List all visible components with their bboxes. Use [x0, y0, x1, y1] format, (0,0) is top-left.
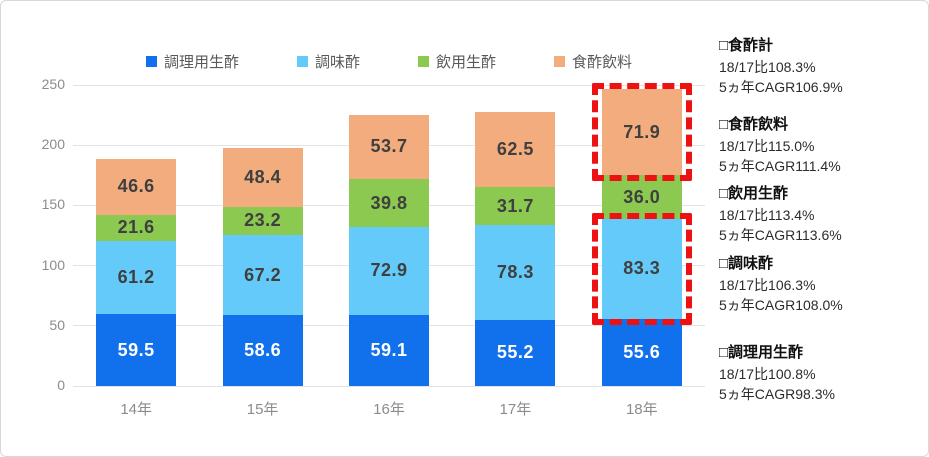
bar-segment: 55.6 — [601, 319, 682, 386]
bar-segment: 39.8 — [349, 179, 429, 228]
bar-segment: 53.7 — [349, 114, 429, 180]
annotation-title: □食酢計 — [719, 37, 774, 54]
annotation-line: 5ヵ年CAGR108.0% — [719, 297, 843, 313]
legend-swatch — [418, 56, 429, 67]
gridline — [73, 385, 705, 387]
bar-segment: 46.6 — [96, 158, 177, 215]
legend-label: 調味酢 — [314, 54, 360, 71]
bar-segment-label: 55.2 — [496, 342, 534, 363]
bar-segment: 48.4 — [222, 148, 303, 207]
legend-label: 食酢飲料 — [572, 54, 633, 71]
bar-segment: 23.2 — [222, 206, 303, 235]
annotation-line: 18/17比115.0% — [719, 138, 815, 154]
annotation-title: □食酢飲料 — [719, 116, 789, 133]
bar-segment-label: 59.5 — [117, 339, 155, 360]
bar-segment-label: 58.6 — [244, 340, 282, 361]
bar-segment: 71.9 — [601, 88, 682, 176]
annotation-block-seasoning-vinegar: □調味酢 18/17比106.3% 5ヵ年CAGR108.0% — [719, 253, 925, 315]
legend-label: 調理用生酢 — [163, 54, 239, 71]
x-axis-label: 16年 — [373, 401, 405, 418]
y-tick-label: 250 — [41, 76, 65, 92]
bar-segment: 72.9 — [349, 227, 429, 315]
bar-segment-label: 78.3 — [496, 261, 534, 282]
annotation-title: □調味酢 — [719, 255, 774, 272]
chart-legend: 調理用生酢 調味酢 飲用生酢 食酢飲料 — [73, 51, 705, 72]
bar-segment: 36.0 — [601, 175, 682, 219]
bar-segment: 59.1 — [349, 314, 429, 386]
bar-segment-label: 83.3 — [623, 258, 661, 279]
bar-segment-label: 55.6 — [623, 342, 661, 363]
x-axis-label: 14年 — [120, 401, 153, 418]
bar-segment: 61.2 — [96, 240, 177, 315]
legend-swatch — [145, 56, 157, 67]
annotation-title: □調理用生酢 — [719, 344, 804, 361]
annotation-line: 18/17比113.4% — [719, 207, 815, 223]
legend-label: 飲用生酢 — [436, 54, 497, 71]
bar-segment-label: 39.8 — [370, 192, 408, 213]
annotation-block-total: □食酢計 18/17比108.3% 5ヵ年CAGR106.9% — [719, 35, 925, 97]
bar-segment: 78.3 — [475, 225, 556, 320]
annotation-line: 18/17比106.3% — [719, 277, 816, 293]
bar-segment: 31.7 — [475, 187, 556, 226]
annotation-line: 5ヵ年CAGR111.4% — [719, 158, 841, 174]
bar-segment-label: 36.0 — [623, 186, 661, 207]
bar-segment-label: 62.5 — [496, 138, 534, 159]
annotation-block-vinegar-drink: □食酢飲料 18/17比115.0% 5ヵ年CAGR111.4% — [719, 114, 925, 176]
bar-segment-label: 72.9 — [370, 260, 408, 281]
bar-segment-label: 31.7 — [496, 195, 534, 216]
y-tick-label: 100 — [41, 256, 65, 273]
bar-segment-label: 59.1 — [370, 339, 408, 360]
bar-segment: 21.6 — [96, 214, 177, 241]
bar-segment-label: 21.6 — [117, 217, 155, 238]
legend-item: 飲用生酢 — [418, 51, 496, 72]
annotation-block-drinking-vinegar: □飲用生酢 18/17比113.4% 5ヵ年CAGR113.6% — [719, 183, 925, 245]
annotation-line: 5ヵ年CAGR98.3% — [719, 386, 835, 402]
annotation-title: □飲用生酢 — [719, 185, 789, 202]
y-tick-label: 200 — [41, 136, 65, 153]
x-axis-label: 18年 — [625, 401, 658, 418]
bar-segment-label: 67.2 — [244, 264, 282, 285]
bar-segment: 67.2 — [222, 234, 303, 316]
y-tick-label: 150 — [41, 196, 65, 213]
highlight-box — [591, 212, 692, 326]
y-tick-label: 0 — [57, 377, 65, 393]
annotation-line: 18/17比108.3% — [719, 59, 816, 75]
highlight-box — [591, 82, 692, 182]
legend-item: 食酢飲料 — [554, 51, 632, 72]
bar-segment-label: 23.2 — [244, 210, 282, 231]
bar-segment-label: 48.4 — [244, 166, 282, 187]
legend-swatch — [296, 56, 308, 67]
bar-segment-label: 71.9 — [623, 121, 661, 142]
bar-segment: 83.3 — [601, 218, 682, 320]
bar-segment: 58.6 — [222, 315, 303, 386]
annotation-block-cooking-vinegar: □調理用生酢 18/17比100.8% 5ヵ年CAGR98.3% — [719, 342, 925, 404]
y-tick-label: 50 — [49, 316, 65, 333]
plot-area: 0 50 100 150 200 250 59.5 61.2 21.6 46.6 14年 58.6 67… — [42, 76, 705, 418]
gridline — [73, 84, 705, 86]
annotation-line: 18/17比100.8% — [719, 366, 816, 382]
x-axis-label: 17年 — [499, 401, 532, 418]
legend-item: 調味酢 — [296, 51, 360, 72]
legend-item: 調理用生酢 — [145, 51, 239, 72]
annotation-line: 5ヵ年CAGR113.6% — [719, 227, 842, 243]
bar-segment: 59.5 — [96, 314, 177, 386]
x-axis-label: 15年 — [246, 401, 279, 418]
bar-segment: 55.2 — [475, 319, 556, 386]
bar-segment-label: 46.6 — [117, 176, 155, 197]
annotation-line: 5ヵ年CAGR106.9% — [719, 79, 843, 95]
legend-swatch — [554, 56, 566, 67]
bar-segment: 62.5 — [475, 111, 556, 188]
bar-segment-label: 53.7 — [370, 136, 408, 157]
bar-segment-label: 61.2 — [117, 267, 155, 288]
